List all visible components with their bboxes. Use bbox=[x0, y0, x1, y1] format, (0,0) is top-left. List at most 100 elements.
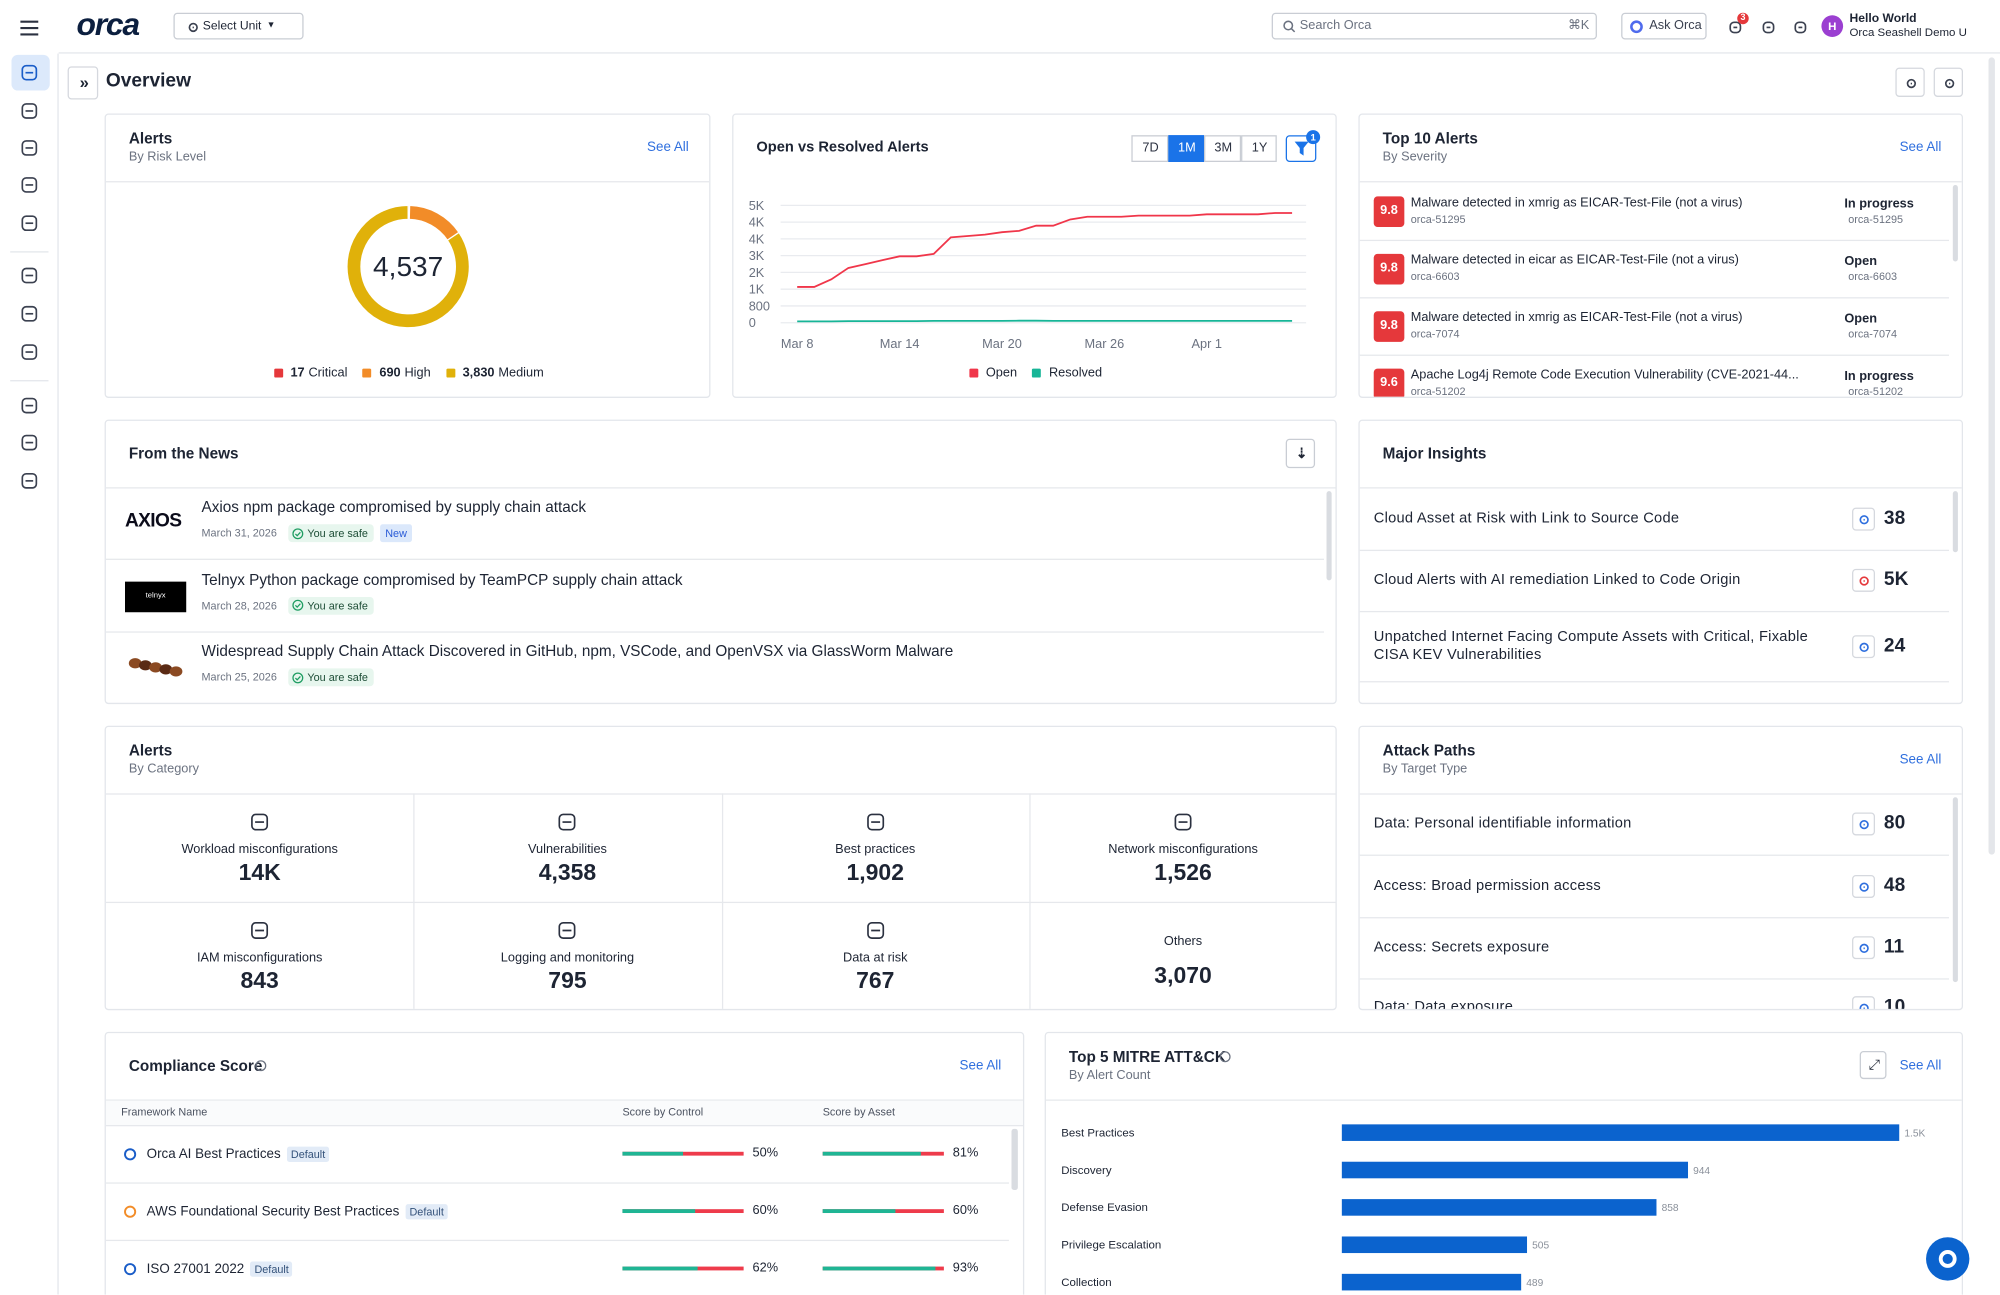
nav-icon[interactable] bbox=[20, 214, 38, 232]
category-label: Data at risk bbox=[842, 951, 908, 966]
legend: Open Resolved bbox=[733, 366, 1335, 380]
insight-label[interactable]: Cloud Alerts with AI remediation Linked … bbox=[1373, 572, 1741, 588]
unit-selector[interactable]: Select Unit ▼ bbox=[173, 12, 304, 40]
attack-path-label[interactable]: Access: Secrets exposure bbox=[1373, 939, 1550, 956]
alert-status: Open bbox=[1844, 254, 1877, 269]
nav-icon[interactable] bbox=[20, 102, 38, 120]
alert-title[interactable]: Malware detected in eicar as EICAR-Test-… bbox=[1410, 253, 1739, 268]
see-all-link[interactable]: See All bbox=[959, 1057, 1002, 1074]
y-tick-label: 4K bbox=[749, 215, 765, 230]
score-label: 81% bbox=[952, 1146, 979, 1161]
attack-path-label[interactable]: Access: Broad permission access bbox=[1373, 878, 1601, 894]
bar-chart: Best Practices 1.5K Discovery 944 Defense Ev… bbox=[1061, 1124, 1925, 1291]
bar-category-label: Best Practices bbox=[1061, 1127, 1135, 1139]
range-button[interactable]: 1Y bbox=[1240, 135, 1277, 162]
default-badge: Default bbox=[405, 1204, 448, 1220]
check-circle bbox=[292, 672, 304, 684]
nav-icon[interactable] bbox=[20, 139, 38, 157]
see-all-link[interactable]: See All bbox=[1899, 139, 1942, 155]
worm-segment bbox=[169, 666, 183, 677]
expand-glyph: ⤢ bbox=[1868, 1057, 1880, 1073]
score-bar bbox=[822, 1151, 944, 1156]
attack-path-label[interactable]: Data: Personal identifiable information bbox=[1373, 816, 1632, 832]
divider bbox=[1359, 610, 1949, 613]
icon-shape bbox=[1858, 1002, 1869, 1009]
card: Open vs Resolved Alerts 7D 1M 3M 1Y 1 0 800 1K 2K… bbox=[732, 113, 1337, 398]
card: From the News ⇣ AXIOS Axios npm package com… bbox=[104, 419, 1337, 705]
expand-sidebar-button[interactable]: » bbox=[67, 66, 99, 100]
safe-text: You are safe bbox=[307, 526, 368, 540]
card-title: Major Insights bbox=[1382, 444, 1487, 463]
insight-label[interactable]: Cloud Asset at Risk with Link to Source … bbox=[1373, 511, 1680, 527]
sort-button[interactable]: ⇣ bbox=[1285, 438, 1316, 469]
insight-label[interactable]: Unpatched Internet Facing Compute Assets… bbox=[1373, 629, 1809, 664]
y-tick-label: 2K bbox=[749, 265, 765, 280]
alert-title[interactable]: Malware detected in xmrig as EICAR-Test-… bbox=[1410, 196, 1743, 211]
info-glyph bbox=[1219, 1051, 1231, 1063]
icon[interactable] bbox=[1728, 20, 1742, 34]
expand-button[interactable]: ⤢ bbox=[1859, 1051, 1887, 1080]
avatar[interactable]: H bbox=[1821, 15, 1844, 37]
attack-path-label[interactable]: Data: Data exposure bbox=[1373, 999, 1514, 1011]
see-all-link[interactable]: See All bbox=[647, 139, 689, 155]
icon[interactable] bbox=[1761, 20, 1775, 34]
range-button[interactable]: 7D bbox=[1131, 135, 1168, 162]
share-button[interactable] bbox=[1895, 67, 1925, 97]
news-title[interactable]: Widespread Supply Chain Attack Discovere… bbox=[201, 642, 954, 661]
legend-swatch bbox=[1032, 368, 1042, 378]
bar-category-label: Collection bbox=[1061, 1277, 1111, 1289]
icon-shape bbox=[21, 434, 38, 451]
see-all-link[interactable]: See All bbox=[1899, 1057, 1942, 1074]
framework-cell[interactable]: ISO 27001 2022 Default bbox=[147, 1261, 293, 1277]
alert-title[interactable]: Apache Log4j Remote Code Execution Vulne… bbox=[1410, 368, 1799, 383]
alert-id: orca-51295 bbox=[1410, 212, 1466, 226]
topbar-border bbox=[58, 52, 2000, 54]
icon-shape bbox=[251, 921, 269, 939]
score-bar-fill bbox=[822, 1209, 896, 1214]
see-all-link[interactable]: See All bbox=[1899, 751, 1942, 768]
y-tick-label: 3K bbox=[749, 248, 765, 263]
x-tick-label: Mar 8 bbox=[781, 336, 814, 351]
alert-title[interactable]: Malware detected in xmrig as EICAR-Test-… bbox=[1410, 310, 1743, 325]
icon bbox=[251, 921, 269, 939]
info-icon bbox=[255, 1060, 267, 1072]
cell-divider bbox=[1029, 793, 1031, 1009]
framework-cell[interactable]: Orca AI Best Practices Default bbox=[147, 1146, 330, 1162]
score-bar bbox=[822, 1266, 944, 1271]
range-button[interactable]: 1M bbox=[1167, 135, 1205, 162]
score-text: 9.8 bbox=[1380, 203, 1398, 218]
nav-icon[interactable] bbox=[20, 176, 38, 194]
nav-icon[interactable] bbox=[20, 305, 38, 323]
nav-icon[interactable] bbox=[20, 64, 38, 82]
ask-orca-button[interactable]: Ask Orca bbox=[1621, 12, 1707, 40]
category-label: Logging and monitoring bbox=[500, 951, 635, 966]
x-tick-label: Apr 1 bbox=[1192, 336, 1222, 351]
notification-count: 3 bbox=[1740, 12, 1746, 22]
framework-cell[interactable]: AWS Foundational Security Best Practices… bbox=[147, 1204, 448, 1220]
news-logo-bg: telnyx bbox=[124, 581, 187, 613]
alert-status-id: orca-6603 bbox=[1848, 270, 1898, 283]
menu-button[interactable] bbox=[20, 20, 39, 36]
news-title[interactable]: Telnyx Python package compromised by Tea… bbox=[201, 570, 683, 589]
alert-status: In progress bbox=[1844, 369, 1914, 384]
nav-icon[interactable] bbox=[20, 472, 38, 490]
nav-icon[interactable] bbox=[20, 434, 38, 452]
nav-icon[interactable] bbox=[20, 397, 38, 415]
icon bbox=[1174, 812, 1192, 830]
search-box[interactable]: Search Orca ⌘K bbox=[1271, 12, 1597, 40]
filter-button[interactable] bbox=[1285, 135, 1317, 162]
news-date: March 25, 2026 bbox=[201, 671, 277, 684]
card: Top 5 MITRE ATT&CK By Alert Count See All ⤢… bbox=[1044, 1031, 1964, 1295]
legend-item: 690 High bbox=[362, 366, 431, 380]
legend-item: 17 Critical bbox=[273, 366, 347, 380]
news-title[interactable]: Axios npm package compromised by supply … bbox=[201, 498, 587, 516]
nav-icon[interactable] bbox=[20, 343, 38, 361]
more-button[interactable] bbox=[1933, 67, 1964, 97]
nav-icon[interactable] bbox=[20, 267, 38, 285]
chat-button[interactable] bbox=[1926, 1237, 1970, 1281]
divider bbox=[105, 1099, 1023, 1101]
icon[interactable] bbox=[1793, 20, 1807, 34]
range-button[interactable]: 3M bbox=[1204, 135, 1241, 162]
score-label: 60% bbox=[952, 1203, 979, 1218]
